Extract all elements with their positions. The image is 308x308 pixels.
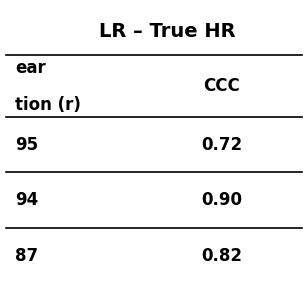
Text: 0.90: 0.90	[201, 191, 242, 209]
Text: 0.82: 0.82	[201, 247, 242, 265]
Text: 95: 95	[15, 136, 38, 154]
Text: 87: 87	[15, 247, 38, 265]
Text: 0.72: 0.72	[201, 136, 242, 154]
Text: LR – True HR: LR – True HR	[99, 22, 235, 41]
Text: tion (r): tion (r)	[15, 96, 81, 114]
Text: ear: ear	[15, 59, 46, 77]
Text: 94: 94	[15, 191, 38, 209]
Text: CCC: CCC	[203, 77, 240, 95]
